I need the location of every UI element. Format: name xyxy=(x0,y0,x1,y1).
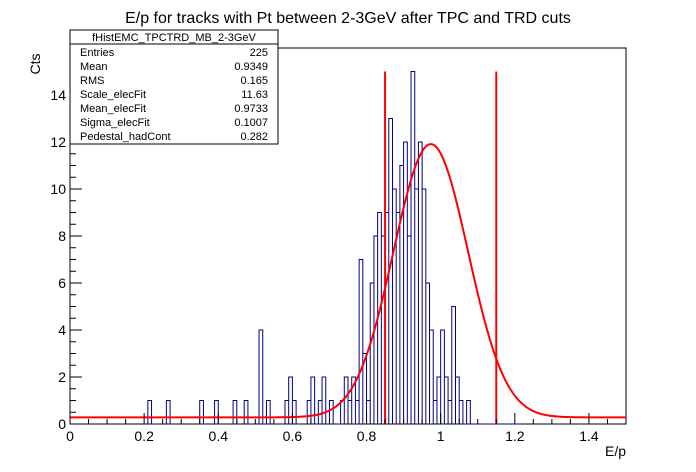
cut-lines-layer xyxy=(384,71,498,424)
stats-row-value: 0.9733 xyxy=(234,103,268,115)
y-tick-label: 4 xyxy=(58,322,66,338)
y-axis-title: Cts xyxy=(27,54,43,75)
x-tick-label: 0 xyxy=(66,428,74,444)
histogram-layer xyxy=(147,71,519,425)
y-tick-label: 8 xyxy=(58,228,66,244)
x-tick-label: 1.2 xyxy=(505,428,525,444)
x-tick-label: 0.4 xyxy=(209,428,229,444)
stats-row-label: Pedestal_hadCont xyxy=(80,131,171,143)
stats-row-label: Mean xyxy=(80,61,108,73)
x-tick-label: 0.6 xyxy=(283,428,303,444)
y-tick-label: 0 xyxy=(58,416,66,432)
y-tick-label: 10 xyxy=(50,181,66,197)
fit-curve xyxy=(70,143,626,419)
stats-row-value: 225 xyxy=(250,47,268,59)
stats-box: fHistEMC_TPCTRD_MB_2-3GeV Entries 225 Mean… xyxy=(69,29,279,145)
chart-title: E/p for tracks with Pt between 2-3GeV af… xyxy=(125,10,571,27)
y-tick-label: 6 xyxy=(58,275,66,291)
stats-row-value: 0.165 xyxy=(240,75,268,87)
y-tick-label: 12 xyxy=(50,134,66,150)
stats-row-label: RMS xyxy=(80,75,104,87)
stats-box-title: fHistEMC_TPCTRD_MB_2-3GeV xyxy=(92,32,256,44)
y-tick-label: 2 xyxy=(58,369,66,385)
stats-row-label: Mean_elecFit xyxy=(80,103,146,115)
stats-row-value: 11.63 xyxy=(241,89,268,101)
axes-layer: 0 0.2 0.4 0.6 0.8 1 1.2 1.4 0 2 4 6 8 10 12 14 xyxy=(50,47,627,444)
stats-row-value: 0.282 xyxy=(240,131,268,143)
stats-row-label: Entries xyxy=(80,47,115,59)
stats-row-label: Scale_elecFit xyxy=(80,89,146,101)
stats-row-value: 0.1007 xyxy=(234,117,268,129)
fit-layer xyxy=(70,143,626,419)
x-tick-label: 0.8 xyxy=(357,428,377,444)
stats-rows: Entries 225 Mean 0.9349 RMS 0.165 Scale_elecFi… xyxy=(80,47,268,143)
x-tick-label: 1 xyxy=(437,428,445,444)
stats-box-frame xyxy=(69,29,279,145)
stats-row-value: 0.9349 xyxy=(234,61,268,73)
x-tick-label: 0.2 xyxy=(134,428,154,444)
y-tick-label: 14 xyxy=(50,87,66,103)
x-axis-title: E/p xyxy=(605,443,626,459)
x-tick-label: 1.4 xyxy=(579,428,599,444)
stats-row-label: Sigma_elecFit xyxy=(80,117,150,129)
histogram-outline xyxy=(147,71,519,425)
